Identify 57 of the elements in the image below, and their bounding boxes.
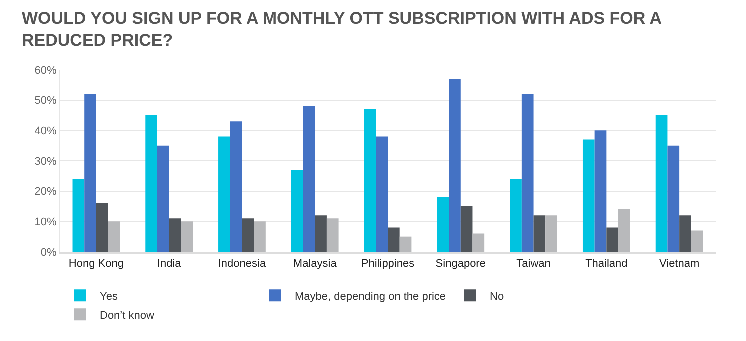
bar bbox=[437, 197, 450, 252]
y-tick-label: 0% bbox=[40, 246, 58, 259]
bar bbox=[303, 106, 316, 252]
y-tick-label: 60% bbox=[34, 64, 58, 77]
bar bbox=[606, 228, 619, 252]
y-tick-label: 10% bbox=[34, 216, 58, 229]
bar bbox=[254, 222, 266, 252]
x-tick-label: Thailand bbox=[586, 258, 628, 270]
x-tick-label: Taiwan bbox=[516, 258, 551, 270]
bar bbox=[582, 140, 595, 252]
bar bbox=[169, 218, 182, 252]
bar bbox=[181, 222, 194, 252]
x-tick-label: Singapore bbox=[436, 258, 486, 270]
x-tick-label: Hong Kong bbox=[68, 258, 124, 270]
legend-label: Maybe, depending on the price bbox=[295, 290, 446, 303]
bar bbox=[157, 146, 170, 252]
bar bbox=[522, 94, 534, 252]
bar bbox=[230, 122, 242, 252]
bar bbox=[108, 222, 120, 252]
legend-label: Don’t know bbox=[100, 310, 154, 322]
y-tick-label: 50% bbox=[34, 95, 58, 108]
bar bbox=[84, 94, 96, 252]
bar bbox=[242, 218, 254, 252]
bar bbox=[618, 210, 630, 252]
legend-label: Yes bbox=[100, 290, 118, 303]
bar bbox=[460, 206, 473, 252]
bar bbox=[400, 236, 412, 252]
y-tick-label: 20% bbox=[34, 186, 58, 198]
bar bbox=[546, 216, 558, 252]
bar bbox=[72, 179, 85, 252]
chart-title: WOULD YOU SIGN UP FOR A MONTHLY OTT SUBSCRIPTION WITH ADS FOR A REDUCED PRICE? bbox=[22, 8, 662, 52]
bar bbox=[146, 116, 158, 252]
x-tick-label: Malaysia bbox=[293, 258, 338, 270]
x-tick-label: India bbox=[157, 258, 182, 270]
bar bbox=[449, 79, 461, 252]
bar bbox=[680, 216, 692, 252]
bar bbox=[668, 146, 680, 252]
bar bbox=[218, 136, 230, 252]
bar bbox=[376, 136, 388, 252]
bar bbox=[96, 203, 108, 252]
legend-label: No bbox=[490, 290, 504, 303]
x-tick-label: Vietnam bbox=[659, 258, 700, 270]
bar bbox=[691, 230, 704, 252]
bar bbox=[291, 170, 304, 252]
bar bbox=[656, 116, 668, 252]
bar bbox=[388, 228, 400, 252]
bar bbox=[534, 216, 546, 252]
bar bbox=[315, 216, 327, 252]
y-tick-label: 40% bbox=[34, 126, 58, 138]
bar bbox=[594, 130, 607, 252]
bar bbox=[364, 109, 376, 252]
x-tick-label: Indonesia bbox=[218, 258, 267, 270]
bar bbox=[326, 218, 339, 252]
bar bbox=[472, 234, 485, 252]
x-tick-label: Philippines bbox=[361, 258, 416, 270]
bar bbox=[510, 179, 522, 252]
y-tick-label: 30% bbox=[34, 156, 58, 168]
